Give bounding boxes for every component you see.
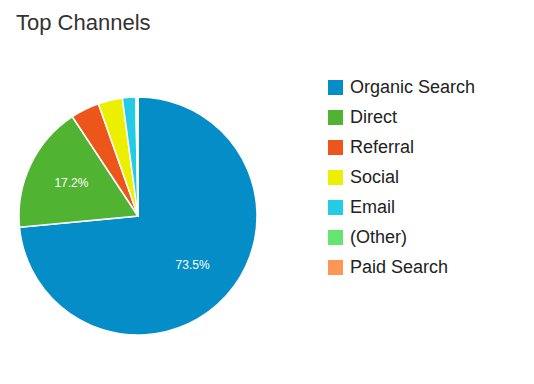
legend-swatch: [328, 200, 343, 215]
legend-swatch: [328, 140, 343, 155]
legend-swatch: [328, 80, 343, 95]
pie: [19, 97, 257, 335]
legend: Organic Search Direct Referral Social Email (…: [328, 77, 475, 277]
legend-item: Paid Search: [328, 257, 448, 277]
legend-label: Social: [350, 167, 399, 187]
data-label: 17.2%: [54, 176, 88, 190]
slice: [20, 97, 257, 335]
legend-item: Direct: [328, 107, 397, 127]
legend-swatch: [328, 170, 343, 185]
data-labels: 73.5% 17.2%: [54, 176, 209, 271]
legend-label: Paid Search: [350, 257, 448, 277]
legend-label: Direct: [350, 107, 397, 127]
legend-item: Organic Search: [328, 77, 475, 97]
chart: Top Channels 73.5% 17.2% Organic Search Dire…: [0, 0, 534, 384]
legend-item: Referral: [328, 137, 414, 157]
legend-label: Email: [350, 197, 395, 217]
title: Top Channels: [16, 10, 151, 35]
legend-label: (Other): [350, 227, 407, 247]
slice: [122, 97, 138, 216]
legend-item: (Other): [328, 227, 407, 247]
legend-label: Organic Search: [350, 77, 475, 97]
legend-swatch: [328, 260, 343, 275]
slice: [136, 97, 138, 216]
legend-swatch: [328, 110, 343, 125]
legend-label: Referral: [350, 137, 414, 157]
legend-item: Social: [328, 167, 399, 187]
data-label: 73.5%: [176, 258, 210, 272]
legend-swatch: [328, 230, 343, 245]
legend-item: Email: [328, 197, 395, 217]
slice: [137, 97, 139, 216]
